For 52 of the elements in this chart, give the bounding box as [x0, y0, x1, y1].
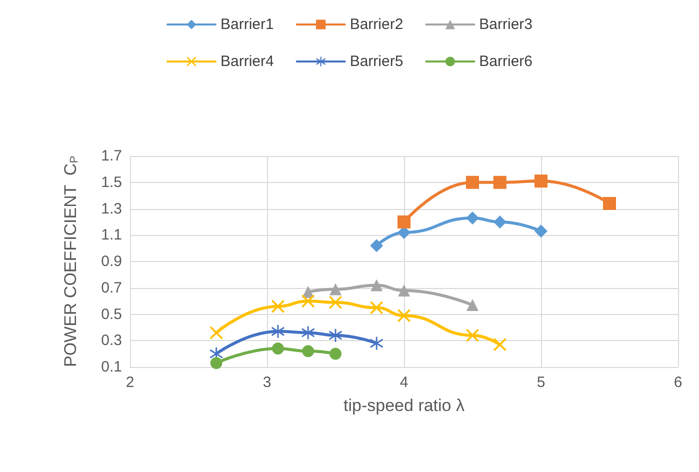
y-tick-label: 0.7 [101, 279, 122, 296]
point [370, 239, 384, 252]
point [302, 294, 315, 308]
x-tick-label: 6 [674, 374, 682, 391]
point [210, 347, 223, 360]
point [271, 324, 284, 338]
point [329, 296, 342, 309]
x-tick-label: 3 [262, 374, 272, 391]
point [210, 326, 223, 340]
point [302, 345, 314, 358]
legend-label: Barrier2 [350, 16, 404, 33]
point [398, 215, 410, 228]
legend-label: Barrier3 [479, 16, 533, 33]
y-tick-label: 1.5 [101, 174, 122, 191]
y-tick-label: 0.9 [101, 253, 122, 270]
x-tick-label: 2 [126, 374, 134, 391]
point [329, 328, 342, 342]
point [370, 279, 383, 292]
point [466, 176, 479, 189]
x-axis-title: tip-speed ratio λ [344, 396, 465, 415]
point [302, 326, 315, 340]
legend-label: Barrier5 [350, 53, 404, 70]
point [493, 176, 506, 189]
point [370, 301, 384, 314]
point [398, 309, 410, 322]
point [534, 224, 548, 238]
point [466, 299, 478, 312]
point [466, 328, 479, 342]
legend-label: Barrier6 [479, 53, 533, 70]
legend-label: Barrier1 [220, 16, 274, 33]
y-axis-title: POWER COEFFICIENT CP [61, 156, 80, 368]
point [398, 284, 410, 297]
point [272, 342, 284, 355]
y-tick-label: 0.1 [101, 358, 122, 376]
y-tick-label: 1.7 [101, 148, 122, 164]
point [210, 357, 222, 370]
y-tick-label: 1.1 [101, 226, 122, 244]
y-tick-label: 0.5 [101, 306, 122, 323]
x-tick-label: 5 [536, 374, 546, 391]
x-tick-label: 4 [400, 374, 408, 391]
point [466, 211, 479, 224]
point [271, 300, 284, 313]
legend-label: Barrier4 [220, 53, 274, 70]
point [534, 174, 548, 188]
point [493, 215, 506, 228]
point [370, 336, 384, 350]
point [603, 196, 616, 210]
point [330, 283, 342, 296]
y-tick-label: 1.3 [101, 200, 122, 218]
y-tick-label: 0.3 [101, 332, 122, 350]
point [493, 338, 506, 352]
point [330, 348, 342, 360]
